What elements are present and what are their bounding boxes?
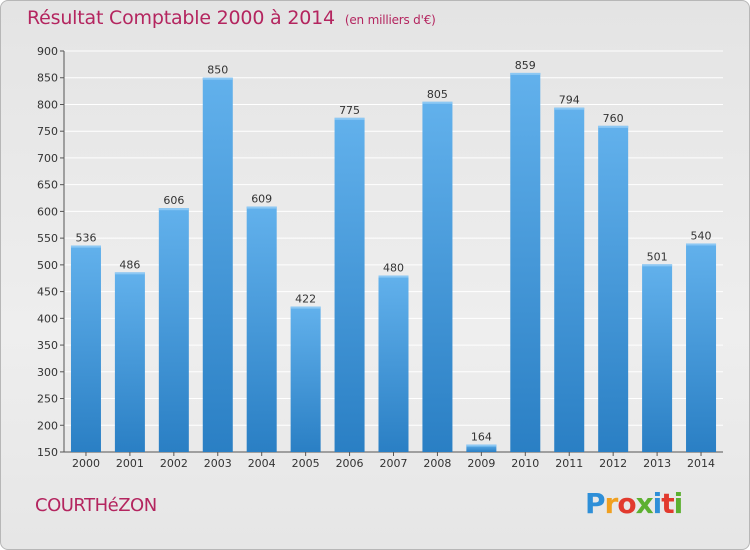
x-tick-label: 2000: [72, 457, 100, 470]
bar: [554, 107, 585, 452]
bar: [70, 245, 101, 452]
bar-highlight: [422, 101, 453, 104]
labels: 536 486 606 850 609 422 775 480 805 164 859 794 760 5…: [75, 59, 711, 444]
bar: [642, 264, 673, 452]
y-tick-label: 650: [37, 179, 58, 192]
x-tick-label: 2013: [643, 457, 671, 470]
x-tick-label: 2004: [248, 457, 276, 470]
y-tick-label: 800: [37, 98, 58, 111]
bar-highlight: [642, 264, 673, 267]
bar: [158, 208, 189, 452]
x-tick-label: 2005: [292, 457, 320, 470]
y-tick-label: 300: [37, 366, 58, 379]
bar: [378, 275, 409, 452]
data-label: 536: [75, 232, 96, 245]
logo-letter: t: [661, 487, 674, 520]
town-name: COURTHéZON: [35, 495, 157, 516]
bar-highlight: [202, 77, 233, 80]
bar-highlight: [554, 107, 585, 110]
y-tick-label: 450: [37, 286, 58, 299]
bar: [422, 101, 453, 452]
title-unit: (en milliers d'€): [344, 13, 436, 27]
logo-letter: P: [585, 487, 606, 520]
bars: [70, 72, 717, 453]
bar: [466, 444, 497, 452]
x-tick-label: 2011: [555, 457, 583, 470]
x-tick-label: 2006: [336, 457, 364, 470]
y-tick-label: 900: [37, 45, 58, 58]
bar: [202, 77, 233, 452]
y-tick-label: 750: [37, 125, 58, 138]
data-label: 422: [295, 293, 316, 306]
title-text: Résultat Comptable 2000 à 2014: [27, 7, 335, 29]
bar-highlight: [246, 206, 277, 209]
data-label: 760: [603, 112, 624, 125]
data-label: 540: [691, 229, 712, 242]
bar-highlight: [114, 272, 145, 275]
y-tick-label: 550: [37, 232, 58, 245]
x-tick-label: 2009: [467, 457, 495, 470]
data-label: 775: [339, 104, 360, 117]
data-label: 859: [515, 59, 536, 72]
data-label: 805: [427, 88, 448, 101]
bar-highlight: [598, 125, 629, 128]
logo-letter: o: [617, 487, 636, 520]
bar-highlight: [466, 444, 497, 447]
logo-letter: r: [604, 487, 619, 520]
x-tick-label: 2010: [511, 457, 539, 470]
data-label: 850: [207, 64, 228, 77]
data-label: 794: [559, 94, 580, 107]
logo-letter: i: [673, 487, 684, 520]
y-tick-label: 350: [37, 339, 58, 352]
x-tick-label: 2001: [116, 457, 144, 470]
bar-highlight: [378, 275, 409, 278]
data-label: 609: [251, 193, 272, 206]
proxiti-logo: Proxiti: [585, 487, 684, 520]
bar: [290, 306, 321, 452]
bar: [598, 125, 629, 452]
y-tick-label: 850: [37, 72, 58, 85]
y-tick-label: 200: [37, 419, 58, 432]
x-tick-label: 2002: [160, 457, 188, 470]
bar: [686, 243, 717, 452]
y-tick-label: 250: [37, 393, 58, 406]
bar: [510, 72, 541, 453]
x-tick-label: 2008: [423, 457, 451, 470]
bar-highlight: [686, 243, 717, 246]
axes: 150 200 250 300 350 400 450 500 550 600 650 700 750 8…: [37, 45, 723, 470]
bar-highlight: [158, 208, 189, 211]
bar: [114, 272, 145, 452]
y-tick-label: 500: [37, 259, 58, 272]
y-tick-label: 400: [37, 312, 58, 325]
chart-title: Résultat Comptable 2000 à 2014 (en millie…: [27, 7, 436, 29]
data-label: 606: [163, 194, 184, 207]
bar-highlight: [290, 306, 321, 309]
y-tick-label: 700: [37, 152, 58, 165]
x-tick-label: 2003: [204, 457, 232, 470]
logo-letter: x: [635, 487, 654, 520]
y-tick-label: 150: [37, 446, 58, 459]
bar: [246, 206, 277, 452]
data-label: 480: [383, 262, 404, 275]
y-tick-label: 600: [37, 205, 58, 218]
bar-highlight: [510, 72, 541, 75]
data-label: 501: [647, 250, 668, 263]
bar-highlight: [70, 245, 101, 248]
logo-letter: i: [652, 487, 663, 520]
data-label: 486: [119, 258, 140, 271]
x-tick-label: 2012: [599, 457, 627, 470]
bar: [334, 117, 365, 452]
bar-highlight: [334, 117, 365, 120]
data-label: 164: [471, 431, 492, 444]
x-tick-label: 2007: [380, 457, 408, 470]
x-tick-label: 2014: [687, 457, 715, 470]
